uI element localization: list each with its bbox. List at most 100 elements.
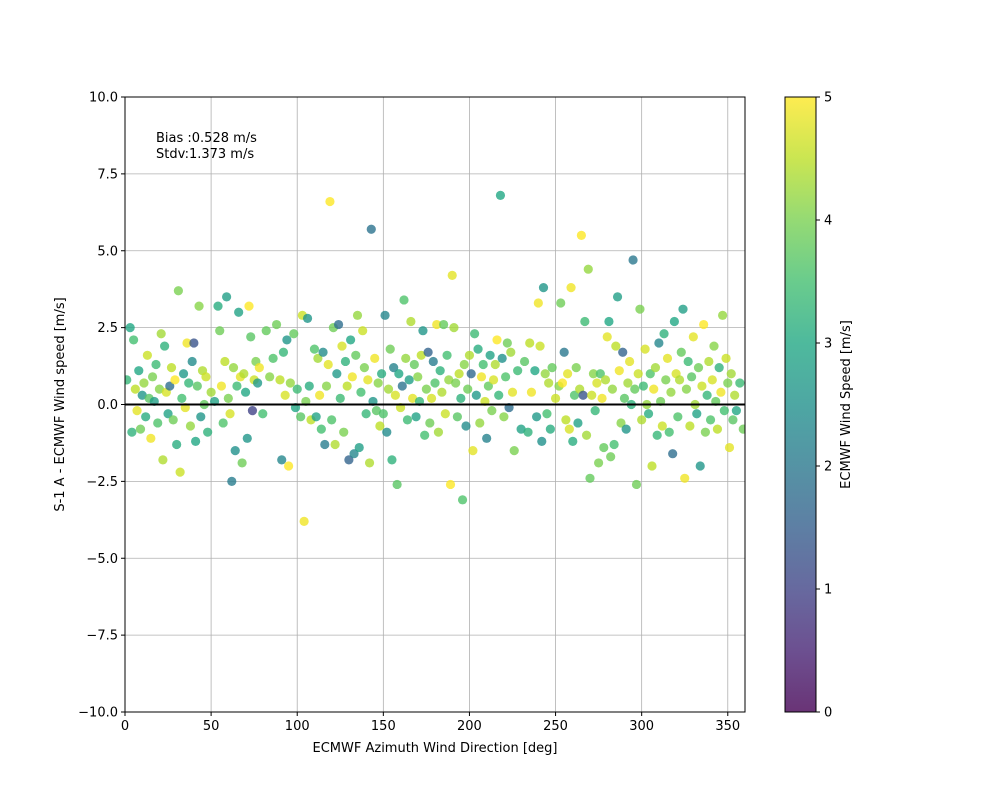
scatter-point	[519, 356, 530, 367]
scatter-point	[311, 412, 321, 422]
scatter-point	[354, 442, 364, 453]
scatter-point	[401, 353, 411, 363]
scatter-point	[716, 387, 726, 397]
colorbar-tick-label: 2	[824, 460, 832, 475]
scatter-point	[687, 372, 697, 382]
scatter-point	[254, 363, 264, 373]
scatter-point	[662, 353, 673, 363]
scatter-point	[507, 387, 518, 397]
scatter-point	[342, 381, 352, 391]
scatter-point	[495, 190, 506, 200]
scatter-point	[513, 366, 523, 376]
scatter-point	[404, 375, 414, 385]
scatter-point	[284, 461, 294, 471]
scatter-point	[373, 378, 383, 388]
y-axis-label: S-1 A - ECMWF Wind speed [m/s]	[53, 297, 68, 511]
scatter-point	[588, 369, 599, 379]
scatter-point	[592, 378, 602, 388]
scatter-point	[600, 375, 611, 385]
scatter-point	[602, 332, 612, 342]
scatter-point	[416, 350, 426, 360]
scatter-point	[339, 427, 349, 437]
scatter-point	[712, 424, 723, 434]
scatter-point	[382, 427, 392, 437]
scatter-point	[225, 409, 235, 419]
scatter-point	[165, 381, 175, 391]
scatter-point	[394, 369, 404, 379]
scatter-point	[612, 292, 623, 302]
scatter-point	[435, 366, 445, 376]
scatter-point	[702, 390, 712, 400]
x-axis-ticks: 0 50 100 150 200 250 300 350	[121, 712, 740, 734]
scatter-point	[445, 479, 456, 490]
scatter-point	[557, 378, 568, 388]
scatter-point	[597, 393, 607, 403]
y-tick-label: 0.0	[97, 398, 118, 413]
scatter-point	[704, 356, 714, 367]
scatter-point	[451, 378, 461, 388]
scatter-point	[237, 458, 247, 468]
scatter-point	[332, 369, 342, 379]
scatter-point	[364, 458, 375, 468]
scatter-point	[442, 350, 452, 360]
scatter-point	[580, 316, 590, 327]
scatter-point	[153, 418, 163, 428]
scatter-point	[526, 387, 537, 397]
colorbar-tick-label: 0	[824, 706, 832, 721]
scatter-point	[321, 381, 332, 391]
scatter-point	[166, 363, 177, 373]
scatter-point	[433, 427, 444, 437]
x-tick-label: 0	[121, 719, 129, 734]
scatter-point	[289, 329, 299, 339]
scatter-point	[645, 369, 655, 379]
scatter-point	[721, 353, 731, 363]
scatter-point	[406, 316, 416, 327]
y-tick-label: −7.5	[86, 629, 118, 644]
scatter-point	[380, 310, 390, 320]
scatter-point	[483, 381, 493, 391]
scatter-point	[239, 369, 249, 379]
colorbar-gradient	[785, 97, 816, 712]
scatter-point	[196, 412, 206, 422]
scatter-point	[253, 378, 263, 388]
scatter-point	[454, 369, 464, 379]
scatter-point	[440, 409, 450, 419]
scatter-point	[637, 415, 647, 425]
scatter-point	[227, 476, 237, 486]
scatter-point	[265, 372, 275, 382]
scatter-point	[492, 335, 502, 345]
scatter-point	[402, 415, 413, 425]
scatter-point	[327, 415, 337, 425]
scatter-point	[502, 338, 512, 348]
scatter-point	[599, 442, 609, 453]
scatter-point	[175, 467, 185, 477]
scatter-point	[154, 384, 165, 394]
scatter-point	[315, 390, 325, 400]
scatter-point	[635, 304, 645, 314]
y-tick-label: −2.5	[86, 475, 118, 490]
scatter-point	[178, 369, 189, 379]
scatter-point	[330, 439, 340, 450]
scatter-point	[623, 378, 633, 388]
scatter-point	[316, 424, 326, 434]
scatter-point	[168, 415, 178, 425]
scatter-point	[366, 224, 376, 234]
scatter-point	[173, 286, 183, 296]
scatter-point	[719, 406, 729, 416]
scatter-point	[127, 427, 137, 437]
scatter-point	[723, 378, 733, 388]
scatter-point	[228, 363, 239, 373]
scatter-point	[659, 329, 669, 339]
scatter-point	[147, 372, 158, 382]
scatter-point	[609, 439, 619, 450]
scatter-point	[387, 455, 397, 465]
scatter-point	[535, 341, 545, 351]
scatter-point	[630, 384, 640, 394]
scatter-point	[285, 378, 295, 388]
scatter-point	[476, 372, 487, 382]
scatter-point	[681, 384, 692, 394]
scatter-point	[478, 359, 488, 370]
scatter-point	[661, 375, 671, 385]
scatter-point	[242, 433, 252, 443]
